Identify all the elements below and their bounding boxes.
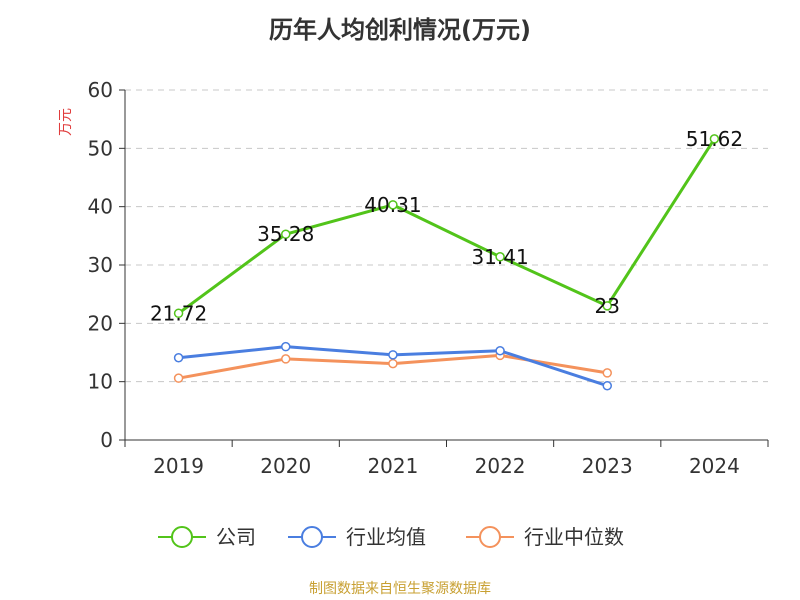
x-tick-label: 2020 bbox=[260, 454, 311, 478]
data-point-company bbox=[281, 229, 291, 239]
data-point-industry_median bbox=[602, 368, 612, 378]
data-label: 23 bbox=[595, 294, 620, 318]
data-point-industry_avg bbox=[495, 346, 505, 356]
x-tick-label: 2019 bbox=[153, 454, 204, 478]
data-point-industry_avg bbox=[173, 353, 184, 363]
data-point-company bbox=[602, 301, 612, 311]
x-tick-label: 2023 bbox=[582, 454, 633, 478]
data-point-industry_median bbox=[173, 373, 184, 383]
data-labels: 21.72 35.28 40.31 31.41 23 51.62 bbox=[150, 127, 743, 325]
legend-marker bbox=[171, 526, 193, 548]
legend-label: 行业中位数 bbox=[524, 525, 624, 549]
legend-item-industry_avg: 行业均值 bbox=[288, 525, 426, 549]
data-point-industry_median bbox=[388, 358, 398, 369]
data-label: 35.28 bbox=[257, 222, 314, 246]
legend: 公司 行业均值 行业中位数 bbox=[158, 525, 624, 549]
y-tick-label: 20 bbox=[88, 311, 113, 335]
y-tick-label: 40 bbox=[88, 195, 113, 219]
chart-title: 历年人均创利情况(万元) bbox=[269, 16, 531, 44]
data-point-industry_median bbox=[281, 354, 291, 364]
legend-label: 公司 bbox=[216, 525, 256, 549]
data-point-industry_avg bbox=[281, 341, 291, 352]
legend-item-company: 公司 bbox=[158, 525, 256, 549]
data-point-industry_avg bbox=[388, 350, 398, 360]
legend-marker bbox=[301, 526, 323, 548]
data-point-company bbox=[173, 308, 184, 319]
axes: 0 10 20 30 40 50 60 2019 2020 2021 2022 2023 2024 bbox=[88, 78, 769, 478]
y-tick-label: 10 bbox=[88, 370, 113, 394]
data-point-company bbox=[388, 200, 398, 210]
x-tick-label: 2022 bbox=[475, 454, 526, 478]
legend-item-industry_median: 行业中位数 bbox=[466, 525, 624, 549]
series-line-company bbox=[177, 138, 716, 315]
data-label: 40.31 bbox=[364, 193, 421, 217]
data-point-industry_avg bbox=[602, 381, 612, 391]
y-tick-label: 30 bbox=[88, 253, 113, 277]
y-tick-label: 60 bbox=[88, 78, 113, 102]
series-lines bbox=[173, 134, 720, 391]
legend-marker bbox=[479, 526, 501, 548]
x-tick-label: 2024 bbox=[689, 454, 740, 478]
y-axis-label: 万元 bbox=[58, 108, 74, 136]
legend-label: 行业均值 bbox=[346, 525, 426, 549]
y-tick-label: 50 bbox=[88, 136, 113, 160]
data-point-company bbox=[495, 252, 505, 262]
data-label: 31.41 bbox=[471, 245, 528, 269]
footer-source-note: 制图数据来自恒生聚源数据库 bbox=[309, 581, 491, 597]
grid-lines bbox=[125, 89, 768, 383]
data-label: 51.62 bbox=[686, 127, 743, 151]
x-tick-label: 2021 bbox=[367, 454, 418, 478]
y-tick-label: 0 bbox=[100, 428, 113, 452]
data-label: 21.72 bbox=[150, 301, 207, 325]
data-point-company bbox=[709, 134, 720, 144]
